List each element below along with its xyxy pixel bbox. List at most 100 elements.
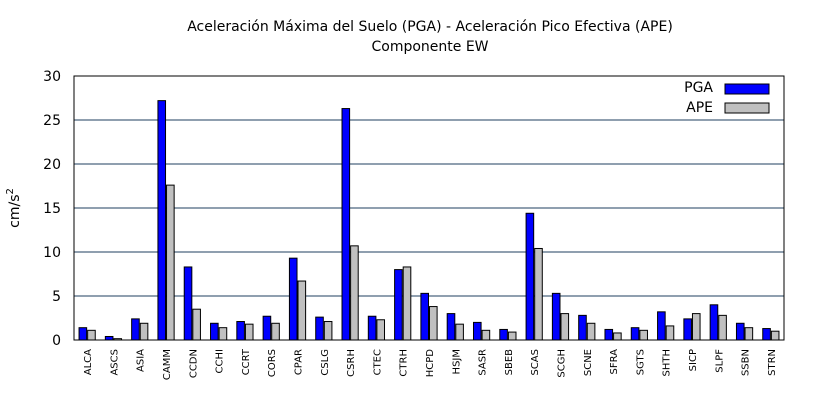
bar-pga-ccrt bbox=[236, 321, 245, 341]
x-tick-label: HCPD bbox=[425, 349, 436, 378]
x-tick-label: SICP bbox=[688, 349, 699, 371]
bar-pga-sbeb bbox=[499, 328, 508, 341]
x-axis-category-labels: ALCA ASCS ASIA CAMM CCDN CCHI CCRT CORS CPAR CSLG… bbox=[83, 348, 778, 380]
bar-ape-shth bbox=[665, 325, 675, 341]
bar-pga-sasr bbox=[472, 321, 482, 341]
x-tick-label: CCRT bbox=[241, 348, 252, 375]
x-tick-label: CAMM bbox=[162, 349, 173, 380]
bar-pga-ctec bbox=[367, 315, 377, 341]
y-tick-label: 0 bbox=[52, 333, 61, 349]
bar-pga-sfra bbox=[604, 328, 614, 341]
x-tick-label: CTEC bbox=[372, 349, 383, 375]
bar-pga-ctrh bbox=[394, 269, 403, 341]
x-tick-label: SFRA bbox=[609, 349, 620, 375]
plot-frame bbox=[73, 75, 785, 341]
y-tick-label: 10 bbox=[43, 245, 61, 261]
x-tick-label: CTRH bbox=[399, 349, 410, 377]
legend-swatch-pga bbox=[724, 83, 770, 95]
bar-ape-strn bbox=[770, 330, 780, 341]
bar-pga-asia bbox=[131, 318, 140, 341]
bar-ape-sbeb bbox=[507, 331, 517, 341]
bar-ape-cors bbox=[271, 322, 280, 341]
x-tick-label: CSRH bbox=[346, 349, 357, 377]
chart-title: Aceleración Máxima del Suelo (PGA) - Ace… bbox=[187, 19, 673, 35]
bar-ape-scas bbox=[534, 247, 543, 341]
bar-ape-hcpd bbox=[429, 306, 438, 341]
x-tick-label: HSJM bbox=[451, 349, 462, 374]
bar-ape-sfra bbox=[613, 332, 622, 341]
bar-ape-cpar bbox=[297, 280, 307, 341]
x-tick-label: ASCS bbox=[109, 349, 120, 376]
bar-pga-sgts bbox=[630, 327, 640, 341]
x-tick-label: SSBN bbox=[741, 349, 752, 376]
x-tick-label: SLPF bbox=[714, 349, 725, 373]
y-tick-label: 5 bbox=[52, 289, 61, 305]
bar-ape-sicp bbox=[691, 313, 701, 341]
bar-ape-ccrt bbox=[244, 323, 254, 341]
bar-pga-alca bbox=[78, 327, 88, 341]
bar-ape-slpf bbox=[718, 314, 727, 341]
bar-pga-scgh bbox=[551, 292, 561, 341]
bar-pga-scne bbox=[578, 314, 587, 341]
x-tick-label: STRN bbox=[767, 349, 778, 376]
bar-pga-cors bbox=[262, 315, 272, 341]
bar-ape-camm bbox=[166, 184, 175, 341]
x-tick-label: SGTS bbox=[635, 349, 646, 375]
grid-lines bbox=[74, 119, 784, 297]
bar-pga-ascs bbox=[104, 335, 114, 341]
legend: PGA APE bbox=[684, 80, 770, 116]
legend-swatch-ape bbox=[724, 102, 770, 114]
bar-ape-sgts bbox=[639, 329, 648, 341]
chart-subtitle: Componente EW bbox=[371, 39, 488, 55]
bar-pga-ssbn bbox=[735, 322, 745, 341]
bar-pga-scas bbox=[525, 212, 535, 341]
legend-label-pga: PGA bbox=[684, 80, 713, 96]
x-tick-label: CCHI bbox=[215, 349, 226, 373]
bar-ape-ccdn bbox=[192, 308, 201, 341]
y-axis-ticks: 0 5 10 15 20 25 30 bbox=[43, 69, 61, 349]
x-tick-label: SBEB bbox=[504, 349, 515, 376]
bar-ape-scgh bbox=[560, 313, 570, 341]
bar-ape-sasr bbox=[481, 329, 491, 341]
bar-ape-ctec bbox=[376, 319, 386, 341]
y-axis-label-superscript: 2 bbox=[5, 188, 16, 194]
x-tick-label: ALCA bbox=[83, 349, 94, 375]
bar-ape-ssbn bbox=[744, 327, 754, 341]
bar-ape-cchi bbox=[218, 327, 228, 341]
bar-ape-hsjm bbox=[455, 323, 464, 341]
y-tick-label: 20 bbox=[43, 157, 61, 173]
bar-ape-alca bbox=[87, 329, 96, 341]
x-tick-label: CCDN bbox=[188, 349, 199, 378]
bar-ape-ctrh bbox=[402, 266, 412, 341]
bar-ape-csrh bbox=[350, 245, 359, 341]
x-tick-label: CORS bbox=[267, 349, 278, 377]
x-tick-label: CPAR bbox=[294, 349, 305, 375]
bar-pga-strn bbox=[762, 328, 771, 341]
y-tick-label: 30 bbox=[43, 69, 61, 85]
y-axis-label-base: cm/s bbox=[7, 195, 23, 228]
bar-ape-asia bbox=[139, 322, 149, 341]
bars bbox=[78, 100, 780, 341]
bar-pga-cpar bbox=[288, 257, 298, 341]
x-tick-label: CSLG bbox=[320, 349, 331, 376]
bar-pga-sicp bbox=[683, 318, 692, 341]
bar-pga-csrh bbox=[341, 108, 351, 341]
x-tick-label: ASIA bbox=[136, 349, 147, 372]
bar-pga-slpf bbox=[709, 304, 719, 341]
bar-pga-camm bbox=[157, 100, 167, 341]
y-axis-label: cm/s2 bbox=[5, 188, 23, 228]
bar-pga-cchi bbox=[210, 322, 219, 341]
x-tick-label: SCAS bbox=[530, 349, 541, 376]
x-tick-label: SCGH bbox=[556, 349, 567, 378]
bar-ape-scne bbox=[586, 322, 596, 341]
bar-ape-cslg bbox=[323, 321, 333, 341]
bar-pga-cslg bbox=[315, 316, 324, 341]
y-tick-label: 25 bbox=[43, 113, 61, 129]
bar-pga-hsjm bbox=[446, 313, 456, 341]
y-tick-label: 15 bbox=[43, 201, 61, 217]
bar-pga-shth bbox=[657, 311, 666, 341]
bar-pga-hcpd bbox=[420, 292, 429, 341]
bar-pga-ccdn bbox=[183, 266, 193, 341]
